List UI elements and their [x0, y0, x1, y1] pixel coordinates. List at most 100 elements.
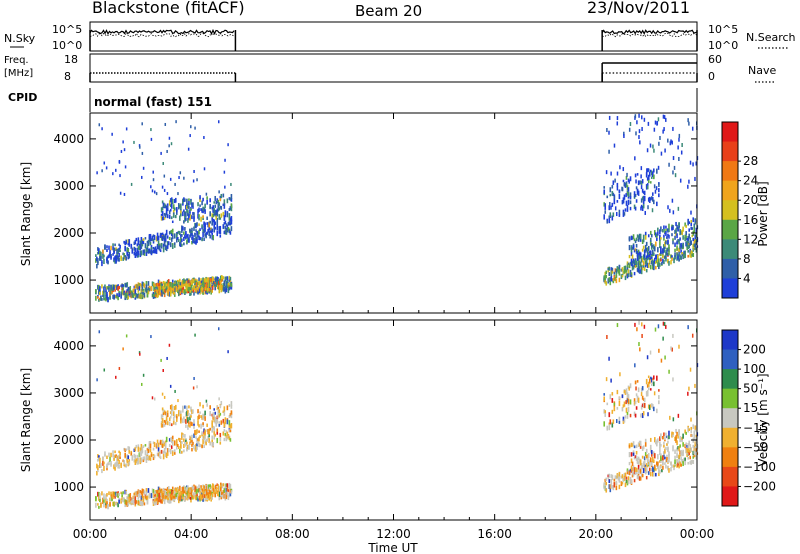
velocity-cell [167, 496, 169, 501]
power-cell [684, 236, 686, 242]
velocity-cell [152, 456, 155, 461]
velocity-cell [603, 393, 606, 396]
power-cell [206, 199, 208, 205]
power-cell [145, 284, 148, 290]
power-cell [678, 258, 680, 262]
velocity-cell [140, 491, 143, 495]
velocity-cell [606, 335, 608, 340]
power-cell [126, 247, 129, 252]
velocity-cell [139, 447, 142, 452]
power-cell [644, 210, 647, 215]
velocity-cell [630, 480, 633, 484]
power-cell [631, 260, 634, 265]
power-cell [221, 285, 223, 288]
velocity-cell [637, 442, 640, 448]
power-cell [651, 197, 654, 200]
power-cell [209, 211, 211, 217]
power-cell [213, 219, 216, 225]
power-cell [633, 194, 636, 198]
power-cell [222, 283, 225, 287]
velocity-cell [622, 416, 625, 422]
velocity-cell [211, 435, 213, 440]
power-cell [634, 262, 637, 267]
velocity-cell [638, 342, 640, 347]
velocity-cell [189, 441, 191, 445]
power-cell [656, 234, 658, 240]
velocity-cell [148, 444, 151, 450]
power-cell [210, 229, 212, 234]
power-cell [207, 280, 210, 284]
power-cell [171, 243, 174, 246]
power-cell [185, 212, 187, 217]
power-cell [642, 238, 645, 243]
velocity-cell [119, 451, 121, 456]
power-cell [665, 225, 667, 229]
power-cell [173, 286, 176, 289]
power-cell [179, 215, 181, 221]
velocity-cell [156, 443, 159, 448]
velocity-cell [679, 437, 681, 443]
power-cell [629, 206, 632, 211]
velocity-cell [621, 394, 624, 398]
power-cell [139, 250, 142, 256]
velocity-cell [676, 431, 678, 437]
velocity-cell [644, 464, 647, 468]
velocity-cell [664, 456, 666, 460]
power-cell [689, 254, 692, 258]
velocity-cell [664, 462, 666, 465]
velocity-cell [164, 490, 166, 495]
velocity-cell [676, 459, 678, 464]
velocity-cell [649, 388, 652, 391]
velocity-cell [190, 487, 193, 492]
velocity-cell [162, 410, 165, 416]
velocity-cell [141, 493, 144, 498]
power-cell [196, 222, 198, 227]
velocity-cell [678, 454, 680, 459]
velocity-cell [635, 393, 638, 397]
velocity-cell [632, 441, 635, 447]
power-cell [641, 206, 644, 212]
power-cell [625, 269, 628, 273]
velocity-cell [209, 441, 211, 446]
velocity-cell [173, 452, 176, 455]
power-cell [125, 256, 128, 261]
power-cell [138, 144, 141, 148]
power-cell [135, 237, 138, 242]
velocity-cell [160, 440, 163, 446]
velocity-cell [189, 435, 191, 439]
velocity-cell [169, 490, 172, 496]
power-cell [185, 232, 187, 236]
velocity-cell [184, 405, 186, 409]
velocity-cell [678, 429, 680, 434]
colorbar-segment [722, 466, 738, 487]
range-tick-label: 2000 [53, 433, 84, 447]
power-cell [230, 198, 233, 202]
power-cell [651, 192, 654, 196]
power-cell [149, 236, 152, 242]
velocity-cell [665, 432, 667, 436]
power-cell [614, 268, 617, 273]
power-cell [670, 260, 672, 265]
velocity-cell [204, 410, 206, 416]
power-cell [228, 229, 231, 234]
velocity-cell [644, 471, 647, 475]
velocity-cell [226, 405, 229, 411]
power-cell [162, 216, 165, 221]
velocity-cell [171, 405, 174, 412]
velocity-cell [609, 394, 612, 400]
velocity-cell [196, 429, 198, 434]
velocity-cell [668, 457, 670, 463]
power-cell [179, 204, 181, 209]
velocity-cell [182, 486, 185, 492]
power-cell [118, 159, 121, 163]
power-cell [616, 116, 619, 121]
velocity-cell [642, 468, 645, 474]
power-cell [651, 208, 654, 213]
velocity-cell [114, 496, 116, 499]
power-cell [153, 285, 155, 292]
power-cell [162, 202, 165, 206]
power-cell [156, 245, 159, 250]
velocity-cell [640, 463, 643, 468]
velocity-cell [690, 460, 693, 465]
